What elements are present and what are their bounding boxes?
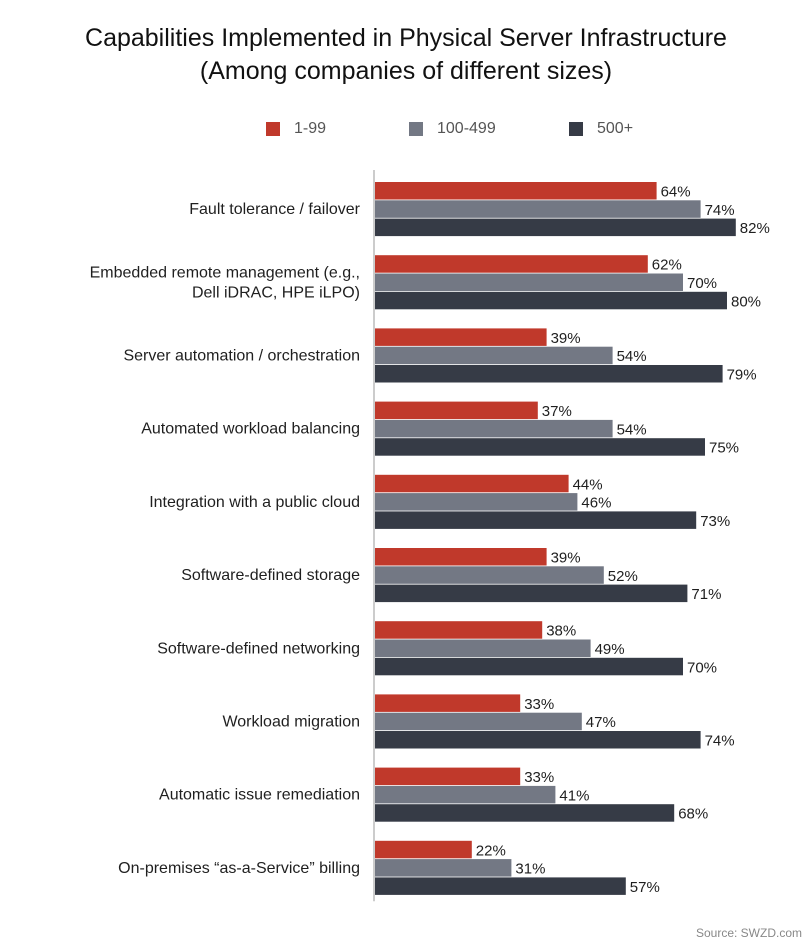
bar-1-99 <box>375 694 521 712</box>
category-label: Embedded remote management (e.g., Dell iD… <box>90 264 360 301</box>
data-label: 70% <box>687 659 717 676</box>
bar-100-499 <box>375 493 578 511</box>
data-label: 64% <box>661 184 691 201</box>
data-label: 41% <box>559 787 589 804</box>
data-label: 46% <box>581 495 611 512</box>
legend-label-500-plus: 500+ <box>597 120 634 137</box>
bar-500+ <box>375 584 688 603</box>
category-label: On-premises “as-a-Service” billing <box>118 860 360 877</box>
data-label: 82% <box>740 220 770 237</box>
category-label-line: Workload migration <box>222 713 360 730</box>
bar-500+ <box>375 365 723 383</box>
legend-item-500-plus: 500+ <box>569 120 633 138</box>
chart-subtitle: (Among companies of different sizes) <box>199 57 613 85</box>
bar-500+ <box>375 731 701 749</box>
bar-100-499 <box>375 859 512 877</box>
chart-title-line1: Capabilities Implemented in Physical Ser… <box>85 24 727 52</box>
category-label: Software-defined storage <box>181 567 360 584</box>
data-label: 33% <box>524 696 554 713</box>
bar-1-99 <box>375 255 648 273</box>
data-label: 37% <box>542 403 572 420</box>
data-label: 74% <box>705 202 735 219</box>
category-label-line: Software-defined networking <box>157 640 360 657</box>
data-label: 75% <box>709 440 739 457</box>
data-label: 22% <box>476 842 506 859</box>
bar-500+ <box>375 804 675 822</box>
data-label: 49% <box>595 641 625 658</box>
legend-swatch-1-99 <box>266 122 280 136</box>
category-label-line: Fault tolerance / failover <box>189 201 360 218</box>
bar-100-499 <box>375 712 582 731</box>
bar-1-99 <box>375 621 543 639</box>
legend-label-100-499: 100-499 <box>437 120 496 137</box>
bar-100-499 <box>375 639 591 657</box>
data-label: 79% <box>727 367 757 384</box>
bar-1-99 <box>375 840 472 859</box>
legend-label-1-99: 1-99 <box>294 120 327 137</box>
category-label: Server automation / orchestration <box>123 347 360 364</box>
data-label: 44% <box>573 476 603 493</box>
bar-100-499 <box>375 200 701 218</box>
data-label: 74% <box>705 733 735 750</box>
bar-500+ <box>375 877 626 895</box>
data-label: 31% <box>515 861 545 878</box>
category-label-line: Server automation / orchestration <box>123 347 360 364</box>
bar-100-499 <box>375 273 683 291</box>
data-label: 38% <box>546 623 576 640</box>
category-label: Automated workload balancing <box>141 421 360 438</box>
bar-100-499 <box>375 785 556 804</box>
category-label-line: Dell iDRAC, HPE iLPO) <box>192 284 360 301</box>
data-label: 80% <box>731 293 761 310</box>
bar-1-99 <box>375 328 547 346</box>
category-label: Automatic issue remediation <box>159 787 360 804</box>
category-label-line: Embedded remote management (e.g., <box>90 264 360 281</box>
legend-swatch-500-plus <box>569 122 583 136</box>
data-label: 33% <box>524 769 554 786</box>
data-label: 70% <box>687 275 717 292</box>
data-label: 39% <box>551 550 581 567</box>
category-label-line: Integration with a public cloud <box>149 494 360 511</box>
bar-500+ <box>375 291 727 310</box>
legend-item-1-99: 1-99 <box>266 120 326 138</box>
category-label: Software-defined networking <box>157 640 360 657</box>
data-label: 57% <box>630 879 660 896</box>
data-label: 39% <box>551 330 581 347</box>
data-label: 62% <box>652 257 682 274</box>
bar-1-99 <box>375 401 538 420</box>
category-label: Integration with a public cloud <box>149 494 360 511</box>
data-label: 71% <box>691 586 721 603</box>
legend-swatch-100-499 <box>409 122 423 136</box>
category-label: Fault tolerance / failover <box>189 201 360 218</box>
bar-500+ <box>375 657 683 676</box>
category-label-line: Automated workload balancing <box>141 421 360 438</box>
data-label: 54% <box>617 348 647 365</box>
bar-500+ <box>375 438 705 456</box>
bar-1-99 <box>375 182 657 200</box>
data-label: 52% <box>608 568 638 585</box>
data-label: 47% <box>586 714 616 731</box>
bar-100-499 <box>375 346 613 365</box>
data-label: 54% <box>617 421 647 438</box>
bar-500+ <box>375 511 697 529</box>
legend-item-100-499: 100-499 <box>409 120 496 138</box>
bar-100-499 <box>375 566 604 584</box>
bar-1-99 <box>375 548 547 566</box>
chart-title: Capabilities Implemented in Physical Ser… <box>0 22 812 88</box>
data-label: 73% <box>700 513 730 530</box>
data-label: 68% <box>678 806 708 823</box>
bar-500+ <box>375 218 736 237</box>
category-label-line: On-premises “as-a-Service” billing <box>118 860 360 877</box>
bar-1-99 <box>375 474 569 493</box>
bar-100-499 <box>375 419 613 438</box>
source-note: Source: SWZD.com <box>695 926 802 940</box>
category-label: Workload migration <box>222 713 360 730</box>
legend: 1-99 100-499 500+ <box>0 120 812 142</box>
bar-1-99 <box>375 767 521 786</box>
category-label-line: Software-defined storage <box>181 567 360 584</box>
category-label-line: Automatic issue remediation <box>159 787 360 804</box>
